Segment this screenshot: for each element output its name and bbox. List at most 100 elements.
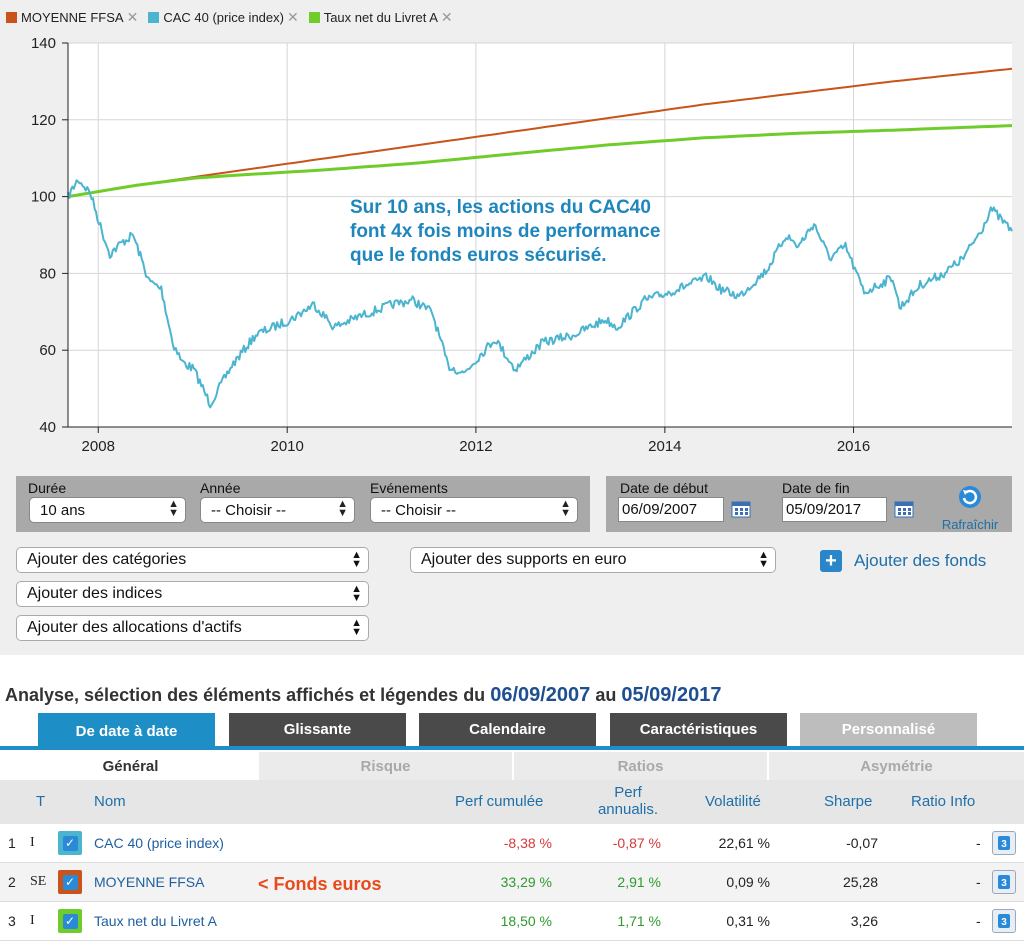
svg-text:3: 3 xyxy=(1001,878,1007,889)
details-icon[interactable]: 3 xyxy=(992,831,1016,855)
col-nom[interactable]: Nom xyxy=(94,793,126,810)
check-icon: ✓ xyxy=(62,874,78,890)
x-tick-label: 2016 xyxy=(837,438,870,455)
y-tick-label: 40 xyxy=(39,419,56,436)
legend-label: MOYENNE FFSA xyxy=(21,9,124,25)
add-allocations-select[interactable]: Ajouter des allocations d'actifs ▲ ▼ xyxy=(16,615,369,641)
col-perf-cumulee[interactable]: Perf cumulée xyxy=(455,793,544,810)
subtab-risque[interactable]: Risque xyxy=(259,752,512,780)
row-checkbox[interactable]: ✓ xyxy=(58,870,82,894)
evenements-label: Evénements xyxy=(370,480,448,496)
add-supports-select[interactable]: Ajouter des supports en euro ▲ ▼ xyxy=(410,547,776,573)
tab-de-date-a-date[interactable]: De date à date xyxy=(38,713,215,750)
row-name[interactable]: Taux net du Livret A xyxy=(94,913,217,929)
legend-swatch xyxy=(308,11,320,23)
date-debut-label: Date de début xyxy=(620,480,708,496)
row-checkbox[interactable]: ✓ xyxy=(58,909,82,933)
row-type: I xyxy=(30,913,35,928)
calendar-icon[interactable] xyxy=(731,500,751,518)
annotation-line: que le fonds euros sécurisé. xyxy=(350,245,607,266)
add-categories-select[interactable]: Ajouter des catégories ▲ ▼ xyxy=(16,547,369,573)
add-categories-label: Ajouter des catégories xyxy=(27,551,187,568)
tab-glissante[interactable]: Glissante xyxy=(229,713,406,746)
tab-personnalise[interactable]: Personnalisé xyxy=(800,713,977,746)
refresh-button[interactable]: Rafraîchir xyxy=(936,484,1004,532)
subtab-asymetrie[interactable]: Asymétrie xyxy=(769,752,1024,780)
y-tick-label: 120 xyxy=(31,112,56,129)
y-tick-label: 60 xyxy=(39,342,56,359)
table-row: 1 I ✓ CAC 40 (price index) -8,38 % -0,87 % 22,… xyxy=(0,824,1024,863)
annotation-line: font 4x fois moins de performance xyxy=(350,221,661,242)
row-checkbox[interactable]: ✓ xyxy=(58,831,82,855)
add-supports-label: Ajouter des supports en euro xyxy=(421,551,627,568)
add-indices-select[interactable]: Ajouter des indices ▲ ▼ xyxy=(16,581,369,607)
row-perf-cumulee: 33,29 % xyxy=(500,874,552,890)
row-volatilite: 0,31 % xyxy=(726,913,770,929)
col-ratio-info[interactable]: Ratio Info xyxy=(911,793,976,810)
select-arrows-icon: ▲ ▼ xyxy=(351,617,362,638)
add-indices-label: Ajouter des indices xyxy=(27,585,163,602)
row-perf-cumulee: -8,38 % xyxy=(503,835,552,851)
col-perf-annualisee-line2: annualis. xyxy=(597,801,659,818)
remove-series-icon[interactable]: ✕ xyxy=(286,8,299,25)
date-fin-value: 05/09/2017 xyxy=(786,501,862,518)
row-type: I xyxy=(30,835,35,850)
table-row: 2 SE ✓ MOYENNE FFSA 33,29 % 2,91 % 0,09 % 25,28… xyxy=(0,863,1024,902)
check-icon: ✓ xyxy=(62,835,78,851)
analysis-prefix: Analyse, sélection des éléments affichés… xyxy=(5,685,486,705)
date-debut-input[interactable]: 06/09/2007 xyxy=(618,497,724,522)
select-arrows-icon: ▲ ▼ xyxy=(337,498,348,519)
row-perf-annualisee: -0,87 % xyxy=(612,835,661,851)
col-sharpe[interactable]: Sharpe xyxy=(824,793,873,810)
row-sharpe: -0,07 xyxy=(846,835,878,851)
add-fonds-button[interactable]: + Ajouter des fonds xyxy=(820,550,986,572)
subtab-general[interactable]: Général xyxy=(4,752,257,780)
legend-item-livret-a: Taux net du Livret A ✕ xyxy=(308,8,453,26)
duree-value: 10 ans xyxy=(40,501,86,519)
performance-chart: 40 60 80 100 120 140 2008 2010 2012 2014 2016 xyxy=(31,35,1013,455)
evenements-select[interactable]: -- Choisir -- ▲ ▼ xyxy=(370,497,578,523)
remove-series-icon[interactable]: ✕ xyxy=(440,8,453,25)
col-t[interactable]: T xyxy=(36,793,46,810)
calendar-icon[interactable] xyxy=(894,500,914,518)
duree-select[interactable]: 10 ans ▲ ▼ xyxy=(29,497,186,523)
analysis-mid: au xyxy=(595,685,617,705)
select-arrows-icon: ▲ ▼ xyxy=(560,498,571,519)
row-number: 2 xyxy=(8,874,16,890)
row-ratio-info: - xyxy=(976,835,981,851)
period-panel: Durée 10 ans ▲ ▼ Année -- Choisir -- ▲ ▼ E… xyxy=(16,476,590,532)
y-tick-label: 140 xyxy=(31,35,56,52)
row-type: SE xyxy=(30,874,47,889)
date-fin-input[interactable]: 05/09/2017 xyxy=(782,497,887,522)
details-icon[interactable]: 3 xyxy=(992,870,1016,894)
remove-series-icon[interactable]: ✕ xyxy=(126,8,139,25)
svg-text:3: 3 xyxy=(1001,917,1007,928)
legend-item-cac40: CAC 40 (price index) ✕ xyxy=(148,8,299,26)
row-sharpe: 25,28 xyxy=(842,874,878,890)
y-tick-label: 80 xyxy=(39,265,56,282)
row-name[interactable]: CAC 40 (price index) xyxy=(94,835,224,851)
analysis-to-date: 05/09/2017 xyxy=(621,684,722,706)
plot-area xyxy=(68,43,1012,427)
col-perf-annualisee[interactable]: Perf annualis. xyxy=(588,784,668,818)
row-sharpe: 3,26 xyxy=(850,913,878,929)
legend-label: Taux net du Livret A xyxy=(323,9,438,25)
annee-select[interactable]: -- Choisir -- ▲ ▼ xyxy=(200,497,355,523)
chart-annotation: Sur 10 ans, les actions du CAC40 font 4x… xyxy=(350,196,660,268)
table-row: 3 I ✓ Taux net du Livret A 18,50 % 1,71 % 0,31… xyxy=(0,902,1024,941)
plus-icon: + xyxy=(820,550,842,572)
select-arrows-icon: ▲ ▼ xyxy=(351,549,362,570)
col-volatilite[interactable]: Volatilité xyxy=(705,793,761,810)
analysis-heading: Analyse, sélection des éléments affichés… xyxy=(5,684,721,707)
date-fin-label: Date de fin xyxy=(782,480,850,496)
tab-calendaire[interactable]: Calendaire xyxy=(419,713,596,746)
legend-item-ffsa: MOYENNE FFSA ✕ xyxy=(6,9,138,26)
svg-text:3: 3 xyxy=(1001,839,1007,850)
row-name[interactable]: MOYENNE FFSA xyxy=(94,874,205,890)
details-icon[interactable]: 3 xyxy=(992,909,1016,933)
tab-caracteristiques[interactable]: Caractéristiques xyxy=(610,713,787,746)
check-icon: ✓ xyxy=(62,913,78,929)
legend-swatch xyxy=(6,11,17,23)
add-fonds-label: Ajouter des fonds xyxy=(854,551,987,570)
subtab-ratios[interactable]: Ratios xyxy=(514,752,767,780)
